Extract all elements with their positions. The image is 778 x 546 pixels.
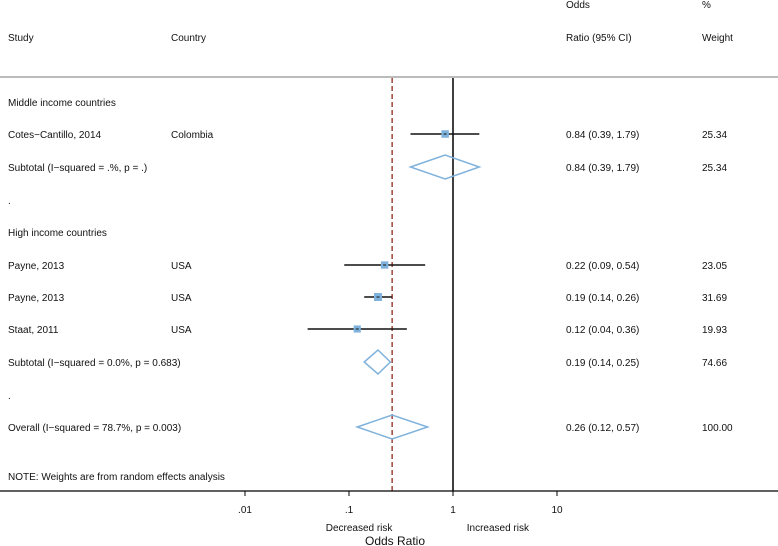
row-or-ci: 0.19 (0.14, 0.26) (566, 293, 639, 304)
row-label-study: Payne, 2013 (8, 293, 65, 304)
increased-risk-label: Increased risk (467, 523, 530, 534)
header-country: Country (171, 33, 206, 44)
row-country: USA (171, 293, 192, 304)
row-label-study: Payne, 2013 (8, 261, 65, 272)
row-weight: 100.00 (702, 423, 733, 434)
x-tick-label: 1 (450, 505, 456, 516)
overall-diamond (354, 414, 430, 440)
row-label-group: Middle income countries (8, 98, 116, 109)
x-tick-label: 10 (551, 505, 563, 516)
header-or-line2: Ratio (95% CI) (566, 33, 632, 44)
row-country: USA (171, 325, 192, 336)
row-label-overall: Overall (I−squared = 78.7%, p = 0.003) (8, 423, 181, 434)
row-country: USA (171, 261, 192, 272)
x-axis-title: Odds Ratio (365, 534, 425, 546)
row-or-ci: 0.26 (0.12, 0.57) (566, 423, 639, 434)
x-tick-label: .1 (345, 505, 354, 516)
header-or-line1: Odds (566, 0, 590, 11)
row-or-ci: 0.84 (0.39, 1.79) (566, 130, 639, 141)
x-axis-ticks: .01 .1 1 10 (238, 491, 563, 516)
rows-layer: Middle income countries Cotes−Cantillo, 2… (8, 98, 733, 440)
row-label-dot: . (8, 391, 11, 402)
row-label-group: High income countries (8, 228, 107, 239)
header-weight-line2: Weight (702, 33, 733, 44)
footnote: NOTE: Weights are from random effects an… (8, 472, 225, 483)
row-or-ci: 0.12 (0.04, 0.36) (566, 325, 639, 336)
subtotal-diamond (363, 348, 392, 376)
row-or-ci: 0.19 (0.14, 0.25) (566, 358, 639, 369)
row-weight: 74.66 (702, 358, 727, 369)
row-weight: 19.93 (702, 325, 727, 336)
row-or-ci: 0.84 (0.39, 1.79) (566, 163, 639, 174)
row-label-dot: . (8, 196, 11, 207)
row-label-subtotal: Subtotal (I−squared = 0.0%, p = 0.683) (8, 358, 181, 369)
row-label-subtotal: Subtotal (I−squared = .%, p = .) (8, 163, 147, 174)
row-country: Colombia (171, 130, 214, 141)
row-label-study: Cotes−Cantillo, 2014 (8, 130, 102, 141)
header-weight-line1: % (702, 0, 711, 11)
row-weight: 23.05 (702, 261, 727, 272)
x-tick-label: .01 (238, 505, 252, 516)
row-weight: 25.34 (702, 163, 727, 174)
row-weight: 31.69 (702, 293, 727, 304)
row-label-study: Staat, 2011 (8, 325, 59, 336)
row-weight: 25.34 (702, 130, 727, 141)
row-or-ci: 0.22 (0.09, 0.54) (566, 261, 639, 272)
decreased-risk-label: Decreased risk (326, 523, 394, 534)
header-study: Study (8, 33, 34, 44)
subtotal-diamond (408, 154, 482, 180)
